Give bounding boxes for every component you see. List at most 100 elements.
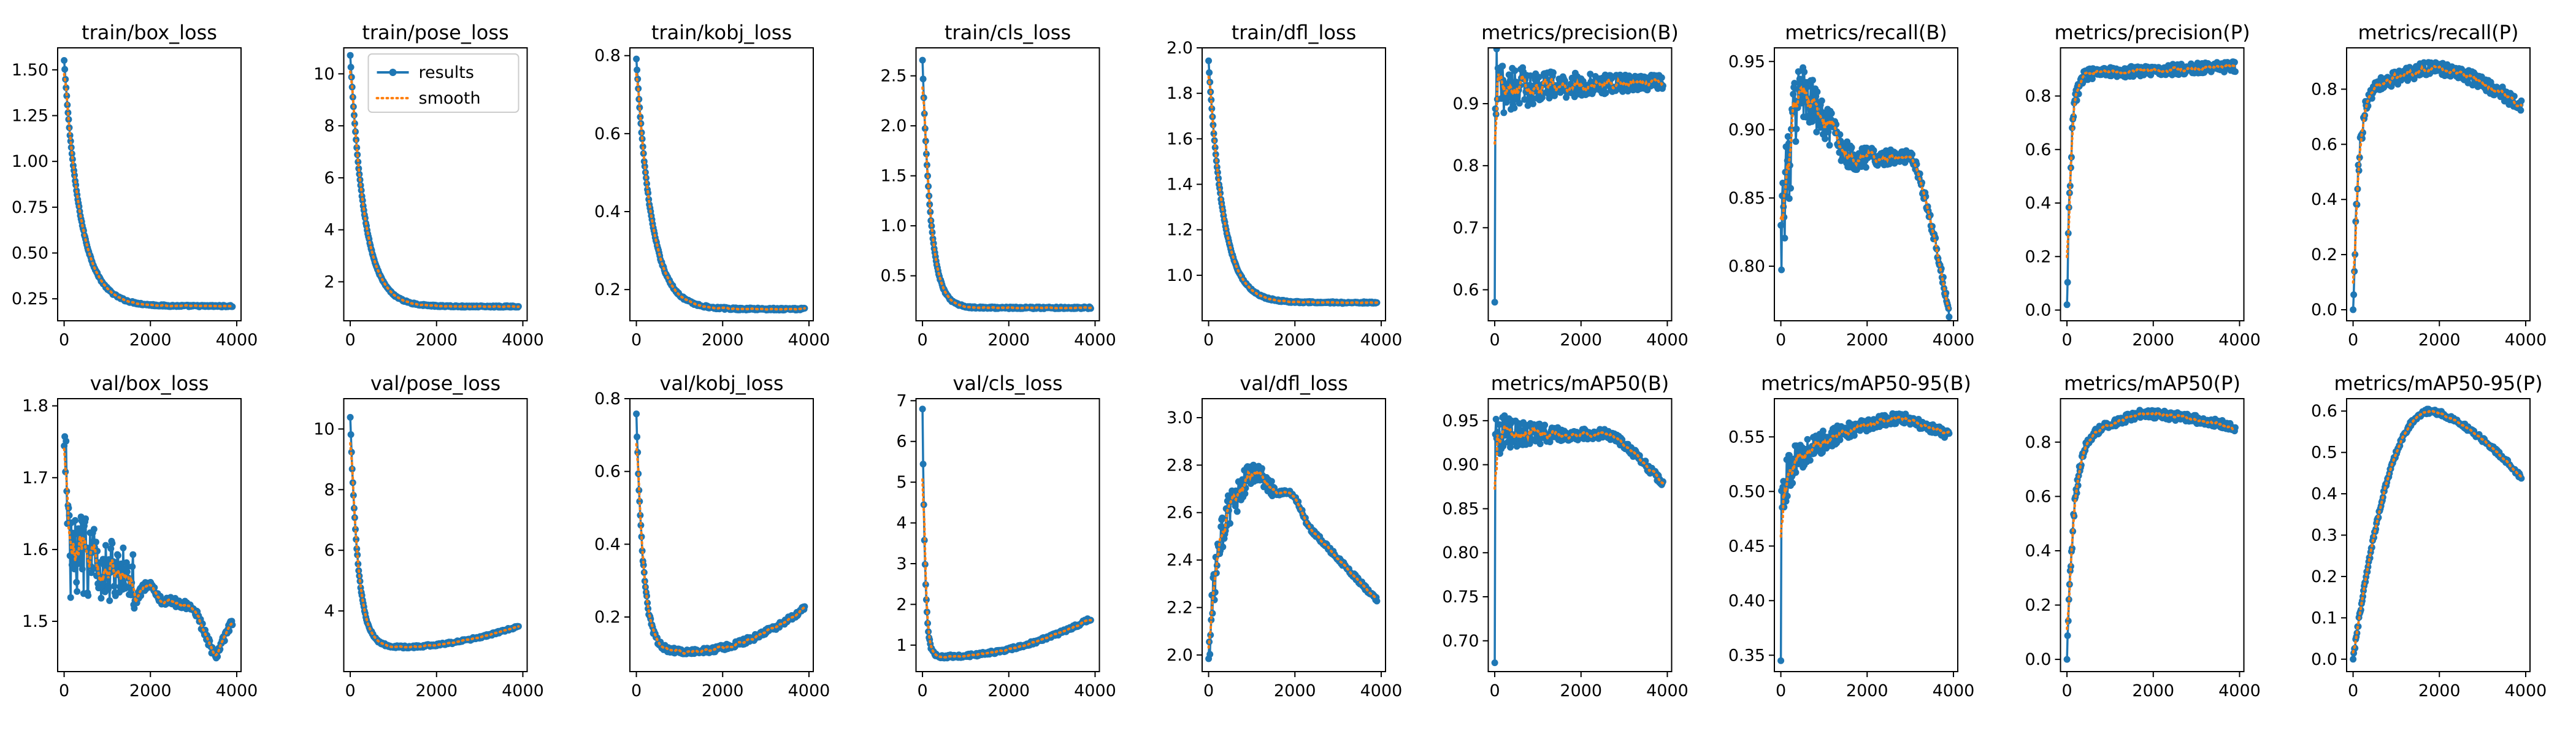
y-tick-label: 0.0	[2311, 301, 2337, 320]
results-point	[1205, 57, 1213, 64]
x-tick-label: 4000	[1933, 331, 1975, 350]
results-point	[1796, 75, 1803, 83]
results-markers	[1205, 461, 1381, 662]
results-point	[929, 229, 936, 236]
results-point	[1258, 465, 1265, 472]
y-tick-label: 0.0	[2025, 301, 2052, 320]
results-point	[76, 554, 83, 561]
results-point	[66, 132, 74, 139]
y-tick-label: 2.4	[1167, 551, 1193, 570]
x-tick-label: 0	[59, 681, 69, 700]
results-point	[72, 182, 80, 189]
results-point	[129, 551, 137, 558]
y-tick-label: 0.50	[1728, 482, 1765, 501]
subplot-title: train/cls_loss	[945, 21, 1071, 44]
results-point	[137, 592, 145, 599]
results-point	[1945, 313, 1953, 321]
axes-frame	[2346, 47, 2531, 321]
results-point	[353, 144, 361, 151]
results-point	[1527, 72, 1534, 79]
y-tick-label: 0.90	[1442, 456, 1479, 475]
plot-area	[919, 56, 1094, 312]
results-point	[82, 515, 89, 523]
y-tick-label: 0.2	[594, 280, 621, 299]
results-point	[1507, 76, 1514, 83]
results-point	[1777, 657, 1785, 664]
results-point	[2350, 656, 2357, 663]
results-point	[1814, 88, 1821, 96]
smooth-line	[63, 72, 234, 308]
y-tick-label: 1.00	[12, 152, 48, 171]
results-point	[1804, 435, 1811, 443]
y-tick-label: 0.9	[1453, 94, 1479, 113]
results-point	[1505, 71, 1512, 79]
results-point	[1778, 266, 1785, 274]
y-tick-label: 2.8	[1167, 456, 1193, 475]
y-tick-label: 10	[313, 64, 334, 83]
x-tick-label: 2000	[702, 331, 744, 350]
plot-area	[2063, 58, 2239, 309]
x-tick-label: 0	[1489, 331, 1500, 350]
subplot-title: metrics/mAP50(P)	[2064, 372, 2241, 395]
y-tick-label: 0.80	[1728, 257, 1765, 276]
x-tick-label: 0	[1489, 681, 1500, 700]
results-point	[1491, 299, 1498, 306]
results-point	[118, 565, 126, 573]
y-tick-label: 6	[324, 541, 334, 560]
subplot-title: train/pose_loss	[362, 21, 508, 44]
subplot-title: val/cls_loss	[953, 372, 1062, 395]
plot-area	[347, 52, 522, 311]
smooth-line	[1493, 74, 1665, 145]
results-point	[2518, 97, 2525, 104]
results-point	[1836, 149, 1843, 156]
axes-frame	[1202, 398, 1386, 672]
results-point	[1828, 110, 1835, 117]
y-tick-label: 0.55	[1728, 427, 1765, 447]
y-tick-label: 2.0	[881, 117, 907, 136]
y-tick-label: 0.90	[1728, 121, 1765, 140]
axes-frame	[57, 398, 242, 672]
results-point	[1791, 80, 1798, 87]
y-tick-label: 0.2	[2025, 596, 2052, 615]
plot-area	[61, 57, 236, 310]
subplot-title: metrics/recall(B)	[1785, 21, 1947, 44]
subplot-title: val/dfl_loss	[1240, 372, 1348, 395]
results-point	[1785, 195, 1793, 202]
results-point	[1790, 91, 1797, 98]
x-tick-label: 4000	[502, 331, 544, 350]
results-point	[1549, 69, 1557, 76]
x-tick-label: 0	[345, 681, 355, 700]
x-tick-label: 0	[59, 331, 69, 350]
results-point	[1217, 523, 1225, 531]
y-tick-label: 3.0	[1167, 408, 1193, 427]
y-tick-label: 1.8	[22, 397, 48, 416]
subplot-title: val/box_loss	[90, 372, 209, 395]
plot-area	[1491, 412, 1666, 667]
results-point	[71, 172, 78, 179]
y-tick-label: 0.8	[1453, 156, 1479, 175]
smooth-line	[1207, 468, 1378, 649]
y-tick-label: 0.8	[594, 47, 621, 66]
x-tick-label: 2000	[987, 681, 1030, 700]
subplot-title: train/dfl_loss	[1232, 21, 1357, 44]
x-tick-label: 0	[1203, 681, 1214, 700]
results-point	[1500, 109, 1508, 117]
y-tick-label: 0.75	[12, 198, 48, 217]
results-point	[128, 591, 135, 599]
subplot: metrics/mAP50-95(P)0 2000 40000.00.10.20.3…	[2311, 372, 2547, 700]
results-point	[112, 559, 120, 566]
results-point	[2356, 154, 2363, 161]
plot-area	[1491, 48, 1666, 306]
results-point	[1809, 77, 1816, 84]
plot-area	[633, 55, 808, 314]
results-point	[106, 597, 113, 604]
results-point	[1813, 128, 1820, 136]
legend-smooth-label: smooth	[419, 89, 481, 108]
x-tick-label: 0	[1203, 331, 1214, 350]
results-point	[1500, 442, 1507, 450]
results-point	[1658, 74, 1665, 82]
results-point	[1817, 124, 1825, 131]
